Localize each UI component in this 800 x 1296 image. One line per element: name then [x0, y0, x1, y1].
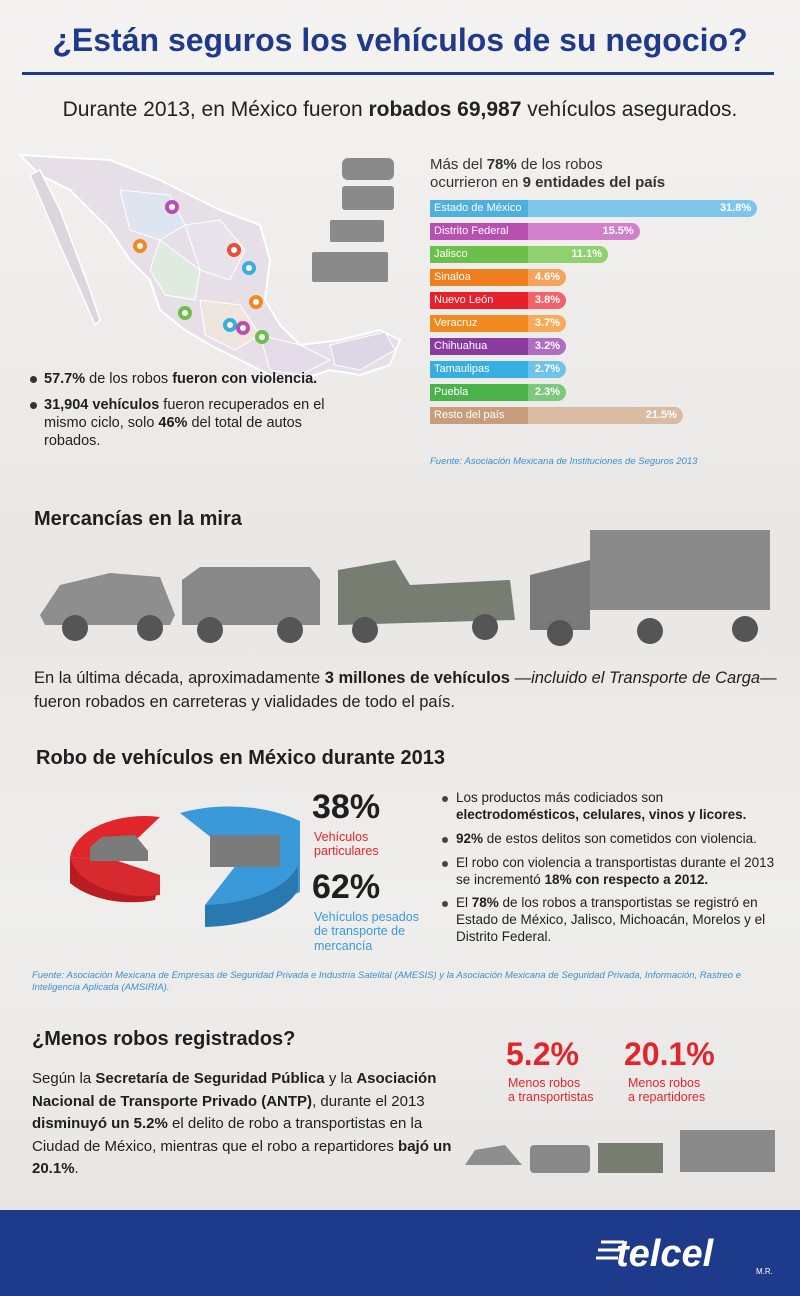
car-icon: [465, 1145, 522, 1165]
bar-label: Jalisco: [430, 246, 528, 263]
bar-label: Resto del país: [430, 407, 528, 424]
bar: [528, 315, 566, 332]
bar-row: Puebla 2.3%: [430, 382, 775, 405]
title-divider: [22, 72, 774, 75]
label-particulares: Vehículos particulares: [314, 830, 379, 859]
bar-row: Tamaulipas 2.7%: [430, 359, 775, 382]
bar-label: Distrito Federal: [430, 223, 528, 240]
mexico-map-illustration: [17, 153, 402, 382]
stat-transportistas: 5.2%: [506, 1036, 579, 1072]
list-item: Los productos más codiciados son electro…: [440, 790, 785, 824]
section-title-mercancias: Mercancías en la mira: [34, 508, 242, 530]
bar-label: Estado de México: [430, 200, 528, 217]
bar-row: Sinaloa 4.6%: [430, 267, 775, 290]
list-item: 31,904 vehículos fueron recuperados en e…: [28, 396, 328, 450]
car-icon: [40, 573, 175, 641]
cargo-truck-icon: [680, 1130, 775, 1172]
bar-label: Nuevo León: [430, 292, 528, 309]
footer: telcel M.R.: [0, 1210, 800, 1296]
svg-text:M.R.: M.R.: [756, 1267, 773, 1276]
list-item: 57.7% de los robos fueron con violencia.: [28, 370, 328, 388]
telcel-logo: telcel M.R.: [596, 1233, 773, 1276]
pickup-truck-icon: [338, 560, 515, 643]
list-item: El 78% de los robos a transportistas se …: [440, 895, 785, 946]
bar-label: Veracruz: [430, 315, 528, 332]
bar-value-label: 4.6%: [534, 271, 560, 283]
bar-row: Chihuahua 3.2%: [430, 336, 775, 359]
vehicles-illustration: [40, 530, 770, 646]
small-vehicles-illustration: [465, 1130, 775, 1173]
svg-text:telcel: telcel: [616, 1233, 715, 1275]
label-transportistas: Menos robos a transportistas: [508, 1076, 594, 1105]
bar-row: Veracruz 3.7%: [430, 313, 775, 336]
bar-value-label: 2.3%: [534, 386, 560, 398]
bar-value-label: 15.5%: [602, 225, 634, 237]
bar-value-label: 3.7%: [534, 317, 560, 329]
bar-row: Resto del país 21.5%: [430, 405, 775, 428]
bar-label: Sinaloa: [430, 269, 528, 286]
bar: [528, 338, 566, 355]
pie-chart: [70, 806, 300, 927]
list-item: El robo con violencia a transportistas d…: [440, 855, 785, 889]
bar-value-label: 11.1%: [571, 248, 602, 260]
pct-pesados: 62%: [312, 868, 381, 906]
bar-row: Distrito Federal 15.5%: [430, 221, 775, 244]
menos-robos-text: Según la Secretaría de Seguridad Pública…: [32, 1070, 452, 1177]
source-note: Fuente: Asociación Mexicana de Empresas …: [32, 970, 741, 994]
robo-bullet-list: Los productos más codiciados son electro…: [440, 790, 785, 953]
list-item: 92% de estos delitos son cometidos con v…: [440, 831, 785, 848]
cargo-truck-icon: [530, 530, 770, 646]
section-title-menos: ¿Menos robos registrados?: [32, 1028, 296, 1050]
bar: [528, 361, 566, 378]
pct-particulares: 38%: [312, 788, 381, 826]
bar-value-label: 3.8%: [534, 294, 560, 306]
bar-value-label: 2.7%: [534, 363, 560, 375]
bar-label: Puebla: [430, 384, 528, 401]
intro-text: Durante 2013, en México fueron robados 6…: [0, 98, 800, 122]
bar-value-label: 31.8%: [719, 202, 752, 214]
truck-icon: [312, 158, 394, 282]
map-pin-icon: [133, 200, 269, 344]
decade-text: En la última década, aproximadamente 3 m…: [34, 669, 777, 711]
label-repartidores: Menos robos a repartidores: [628, 1076, 706, 1105]
intro-post: vehículos asegurados.: [521, 98, 738, 121]
bar: [528, 269, 566, 286]
bar: [528, 246, 608, 263]
stat-repartidores: 20.1%: [624, 1036, 715, 1072]
bar-value-label: 3.2%: [534, 340, 560, 352]
map-bullet-list: 57.7% de los robos fueron con violencia.…: [28, 370, 328, 459]
source-note: Fuente: Asociación Mexicana de Instituci…: [430, 456, 698, 467]
section-title-robo: Robo de vehículos en México durante 2013: [36, 747, 446, 769]
bar-label: Tamaulipas: [430, 361, 528, 378]
bars-intro: Más del 78% de los robos ocurrieron en 9…: [430, 156, 666, 191]
truck-icon: [210, 835, 280, 867]
page-title: ¿Están seguros los vehículos de su negoc…: [52, 22, 748, 58]
bar-label: Chihuahua: [430, 338, 528, 355]
bar: [528, 292, 566, 309]
bar: [528, 200, 758, 217]
bar-row: Nuevo León 3.8%: [430, 290, 775, 313]
car-icon: [90, 835, 148, 861]
bar: [528, 384, 566, 401]
state-bar-chart: Estado de México 31.8% Distrito Federal 15.…: [430, 198, 775, 428]
van-icon: [530, 1145, 590, 1173]
intro-bold: robados 69,987: [368, 98, 522, 121]
bar-row: Jalisco 11.1%: [430, 244, 775, 267]
van-icon: [182, 567, 320, 643]
bar-row: Estado de México 31.8%: [430, 198, 775, 221]
bar-value-label: 21.5%: [645, 409, 677, 421]
label-pesados: Vehículos pesados de transporte de mercanc…: [314, 910, 419, 953]
bar: [528, 223, 640, 240]
intro-pre: Durante 2013, en México fueron: [62, 98, 369, 121]
bar: [528, 407, 683, 424]
pickup-truck-icon: [598, 1143, 663, 1173]
